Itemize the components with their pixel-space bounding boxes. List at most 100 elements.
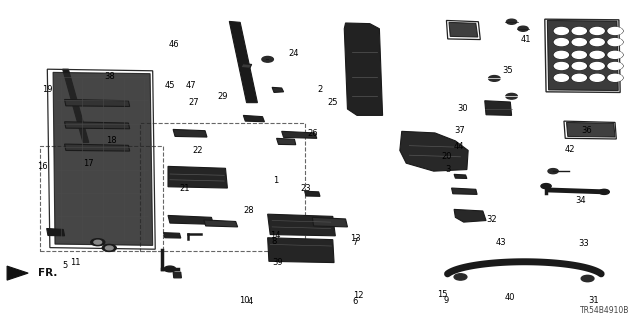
Text: 35: 35 <box>502 66 513 75</box>
Circle shape <box>590 74 604 81</box>
Polygon shape <box>53 72 153 245</box>
Text: 27: 27 <box>189 98 200 107</box>
Polygon shape <box>47 228 65 236</box>
Circle shape <box>572 62 586 69</box>
Text: 19: 19 <box>42 85 52 94</box>
Text: TR54B4910B: TR54B4910B <box>580 307 630 316</box>
Circle shape <box>506 19 516 24</box>
Text: 44: 44 <box>454 142 465 151</box>
Text: 30: 30 <box>458 104 468 113</box>
Text: 10: 10 <box>239 296 250 305</box>
Text: 37: 37 <box>454 126 465 135</box>
Text: 5: 5 <box>62 261 67 270</box>
Polygon shape <box>168 166 227 188</box>
Text: 9: 9 <box>443 296 449 305</box>
Polygon shape <box>282 131 317 138</box>
Polygon shape <box>65 100 130 107</box>
Text: 31: 31 <box>588 296 598 305</box>
Text: 29: 29 <box>218 92 228 101</box>
Circle shape <box>488 76 500 81</box>
Text: 7: 7 <box>353 238 358 247</box>
Text: 12: 12 <box>353 291 364 300</box>
Polygon shape <box>229 21 257 103</box>
Circle shape <box>262 56 273 62</box>
Polygon shape <box>173 129 207 137</box>
Polygon shape <box>168 215 213 224</box>
Text: 15: 15 <box>437 290 448 299</box>
Polygon shape <box>276 138 296 145</box>
Circle shape <box>106 246 113 250</box>
Circle shape <box>554 62 568 69</box>
Text: 32: 32 <box>486 215 497 224</box>
Text: 13: 13 <box>350 234 360 243</box>
Circle shape <box>572 28 586 35</box>
Polygon shape <box>65 144 130 151</box>
Text: 46: 46 <box>168 40 179 49</box>
Circle shape <box>94 240 102 244</box>
Polygon shape <box>65 122 130 129</box>
Text: 39: 39 <box>272 259 282 268</box>
Text: 33: 33 <box>579 239 589 248</box>
Circle shape <box>599 189 609 195</box>
Polygon shape <box>63 69 89 142</box>
Polygon shape <box>272 87 284 92</box>
Circle shape <box>518 26 528 31</box>
Polygon shape <box>454 209 486 222</box>
Polygon shape <box>243 116 264 122</box>
Circle shape <box>572 39 586 46</box>
Circle shape <box>541 184 551 189</box>
Polygon shape <box>204 220 237 227</box>
Text: 21: 21 <box>179 184 190 193</box>
Circle shape <box>572 51 586 58</box>
Polygon shape <box>452 188 477 195</box>
Circle shape <box>608 28 622 35</box>
Polygon shape <box>484 101 511 116</box>
Text: 42: 42 <box>564 145 575 154</box>
Text: 2: 2 <box>317 85 323 94</box>
Polygon shape <box>344 23 383 116</box>
Circle shape <box>102 244 116 252</box>
Text: 24: 24 <box>288 49 298 58</box>
Bar <box>40 146 163 251</box>
Polygon shape <box>164 233 180 238</box>
Polygon shape <box>566 123 615 137</box>
Circle shape <box>590 51 604 58</box>
Text: 41: 41 <box>521 35 532 44</box>
Circle shape <box>590 28 604 35</box>
Circle shape <box>91 239 105 246</box>
Text: 43: 43 <box>495 238 506 247</box>
Text: 16: 16 <box>37 162 47 171</box>
Polygon shape <box>400 131 468 171</box>
Polygon shape <box>173 272 181 278</box>
Circle shape <box>608 51 622 58</box>
Circle shape <box>581 275 594 282</box>
Circle shape <box>554 39 568 46</box>
Text: 6: 6 <box>353 297 358 306</box>
Text: 40: 40 <box>505 293 516 302</box>
Polygon shape <box>241 64 252 68</box>
Text: 18: 18 <box>106 136 116 145</box>
Circle shape <box>590 39 604 46</box>
Text: 11: 11 <box>70 258 81 267</box>
Text: 3: 3 <box>445 165 451 174</box>
Text: 14: 14 <box>270 231 280 240</box>
Text: 23: 23 <box>301 184 311 193</box>
Circle shape <box>554 74 568 81</box>
Text: 4: 4 <box>247 297 252 306</box>
Circle shape <box>554 51 568 58</box>
Circle shape <box>572 74 586 81</box>
Text: 47: 47 <box>186 81 196 90</box>
Text: 8: 8 <box>271 237 276 246</box>
Text: 26: 26 <box>307 129 317 138</box>
Text: 25: 25 <box>328 98 338 107</box>
Circle shape <box>608 39 622 46</box>
Text: 28: 28 <box>243 206 254 215</box>
Text: 45: 45 <box>164 81 175 90</box>
Polygon shape <box>7 266 28 280</box>
Text: 22: 22 <box>192 146 203 155</box>
Text: 36: 36 <box>582 126 592 135</box>
Circle shape <box>554 28 568 35</box>
Circle shape <box>506 93 517 99</box>
Polygon shape <box>305 191 320 196</box>
Text: 1: 1 <box>273 176 278 185</box>
